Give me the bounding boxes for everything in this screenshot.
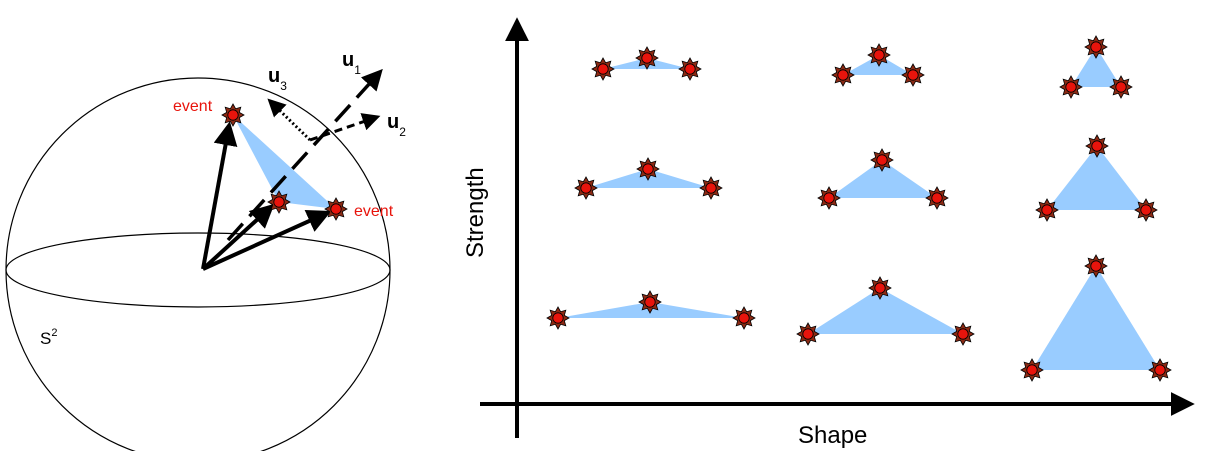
sphere-outline <box>5 77 391 451</box>
triangle-r3-c2 <box>808 288 963 334</box>
star-burst-icon <box>831 63 855 87</box>
u2-vector <box>309 113 381 142</box>
event-triangle <box>233 115 336 209</box>
triangle-r3-c3 <box>1032 266 1160 370</box>
shape-strength-plot: Shape Strength <box>462 17 1195 449</box>
x-axis-label: Shape <box>798 422 867 449</box>
triangle-grid <box>546 35 1172 382</box>
sphere-equator <box>5 232 391 308</box>
triangle-r1-c3 <box>1071 47 1121 87</box>
star-burst-icon <box>638 290 662 314</box>
star-burst-icon <box>1148 358 1172 382</box>
star-burst-icon <box>1035 198 1059 222</box>
event-vector-top <box>201 121 238 270</box>
u3-label: u3 <box>268 65 287 93</box>
star-burst-icon <box>1109 75 1133 99</box>
star-burst-icon <box>699 176 723 200</box>
star-burst-icon <box>1134 198 1158 222</box>
star-burst-icon <box>678 57 702 81</box>
star-burst-icon <box>574 176 598 200</box>
star-burst-icon <box>868 276 892 300</box>
event-marker-middle <box>267 190 291 214</box>
event-vector-right <box>202 209 332 271</box>
star-burst-icon <box>591 57 615 81</box>
star-burst-icon <box>867 43 891 67</box>
star-burst-icon <box>1059 75 1083 99</box>
star-burst-icon <box>796 322 820 346</box>
u1-axis <box>226 68 383 242</box>
star-burst-icon <box>925 186 949 210</box>
u3-vector <box>267 98 312 142</box>
y-axis-label: Strength <box>462 167 489 258</box>
event-marker-top <box>221 103 245 127</box>
star-burst-icon <box>870 148 894 172</box>
sphere-diagram: event event u1 u2 u3 S2 <box>5 49 406 451</box>
star-burst-icon <box>1084 35 1108 59</box>
star-burst-icon <box>817 186 841 210</box>
event-label-right: event <box>354 203 394 220</box>
event-marker-right <box>324 197 348 221</box>
sphere-label: S2 <box>40 327 57 348</box>
event-label-top: event <box>173 98 213 115</box>
star-burst-icon <box>636 157 660 181</box>
star-burst-icon <box>951 322 975 346</box>
star-burst-icon <box>1085 134 1109 158</box>
event-vector-middle <box>201 203 275 271</box>
u2-label: u2 <box>387 111 406 139</box>
triangle-r2-c2 <box>829 160 937 198</box>
star-burst-icon <box>635 46 659 70</box>
star-burst-icon <box>1020 358 1044 382</box>
star-burst-icon <box>732 306 756 330</box>
star-burst-icon <box>546 306 570 330</box>
star-burst-icon <box>901 63 925 87</box>
triangle-r2-c3 <box>1047 146 1146 210</box>
star-burst-icon <box>1084 254 1108 278</box>
u1-label: u1 <box>342 49 361 77</box>
